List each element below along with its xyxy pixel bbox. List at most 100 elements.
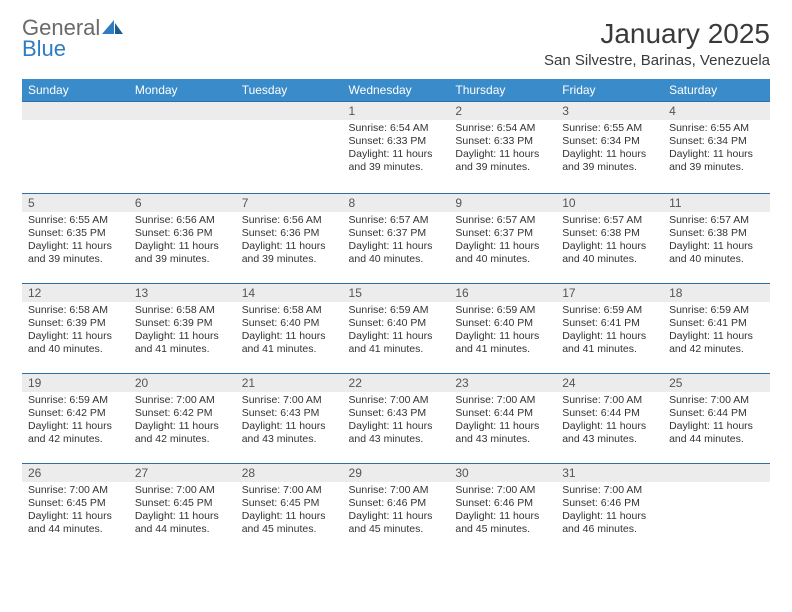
calendar-cell: 10Sunrise: 6:57 AMSunset: 6:38 PMDayligh… [556,194,663,284]
calendar-cell: 5Sunrise: 6:55 AMSunset: 6:35 PMDaylight… [22,194,129,284]
day-number: 20 [129,374,236,392]
calendar-cell: 17Sunrise: 6:59 AMSunset: 6:41 PMDayligh… [556,284,663,374]
calendar-week-row: 1Sunrise: 6:54 AMSunset: 6:33 PMDaylight… [22,102,770,194]
calendar-week-row: 12Sunrise: 6:58 AMSunset: 6:39 PMDayligh… [22,284,770,374]
day-number: 14 [236,284,343,302]
day-details: Sunrise: 7:00 AMSunset: 6:43 PMDaylight:… [343,392,450,451]
calendar-cell: 21Sunrise: 7:00 AMSunset: 6:43 PMDayligh… [236,374,343,464]
day-number: 29 [343,464,450,482]
day-details [129,120,236,126]
day-number: 12 [22,284,129,302]
day-details: Sunrise: 7:00 AMSunset: 6:46 PMDaylight:… [449,482,556,541]
day-number: 18 [663,284,770,302]
header: General Blue January 2025 San Silvestre,… [22,18,770,69]
calendar-week-row: 5Sunrise: 6:55 AMSunset: 6:35 PMDaylight… [22,194,770,284]
calendar-cell [129,102,236,194]
calendar-cell: 24Sunrise: 7:00 AMSunset: 6:44 PMDayligh… [556,374,663,464]
day-number: 5 [22,194,129,212]
day-number [129,102,236,120]
day-details: Sunrise: 7:00 AMSunset: 6:45 PMDaylight:… [236,482,343,541]
day-number [663,464,770,482]
day-details: Sunrise: 6:56 AMSunset: 6:36 PMDaylight:… [236,212,343,271]
col-sun: Sunday [22,79,129,102]
day-number: 28 [236,464,343,482]
calendar-cell: 11Sunrise: 6:57 AMSunset: 6:38 PMDayligh… [663,194,770,284]
page-title: January 2025 [544,18,770,50]
day-number: 31 [556,464,663,482]
day-details: Sunrise: 6:57 AMSunset: 6:38 PMDaylight:… [663,212,770,271]
day-number: 10 [556,194,663,212]
day-details: Sunrise: 7:00 AMSunset: 6:43 PMDaylight:… [236,392,343,451]
calendar-cell: 8Sunrise: 6:57 AMSunset: 6:37 PMDaylight… [343,194,450,284]
day-details: Sunrise: 7:00 AMSunset: 6:44 PMDaylight:… [449,392,556,451]
day-details: Sunrise: 6:57 AMSunset: 6:37 PMDaylight:… [449,212,556,271]
day-details: Sunrise: 7:00 AMSunset: 6:46 PMDaylight:… [556,482,663,541]
day-details: Sunrise: 6:55 AMSunset: 6:34 PMDaylight:… [663,120,770,179]
calendar-cell: 12Sunrise: 6:58 AMSunset: 6:39 PMDayligh… [22,284,129,374]
day-number [22,102,129,120]
title-block: January 2025 San Silvestre, Barinas, Ven… [544,18,770,69]
calendar-cell: 1Sunrise: 6:54 AMSunset: 6:33 PMDaylight… [343,102,450,194]
day-details: Sunrise: 6:55 AMSunset: 6:35 PMDaylight:… [22,212,129,271]
calendar-cell: 18Sunrise: 6:59 AMSunset: 6:41 PMDayligh… [663,284,770,374]
calendar-table: Sunday Monday Tuesday Wednesday Thursday… [22,79,770,554]
calendar-cell: 20Sunrise: 7:00 AMSunset: 6:42 PMDayligh… [129,374,236,464]
day-details [22,120,129,126]
calendar-week-row: 26Sunrise: 7:00 AMSunset: 6:45 PMDayligh… [22,464,770,554]
logo: General Blue [22,18,124,60]
logo-sail-icon [102,18,124,39]
col-wed: Wednesday [343,79,450,102]
calendar-cell: 16Sunrise: 6:59 AMSunset: 6:40 PMDayligh… [449,284,556,374]
day-number: 2 [449,102,556,120]
calendar-cell: 26Sunrise: 7:00 AMSunset: 6:45 PMDayligh… [22,464,129,554]
calendar-cell: 3Sunrise: 6:55 AMSunset: 6:34 PMDaylight… [556,102,663,194]
calendar-cell: 22Sunrise: 7:00 AMSunset: 6:43 PMDayligh… [343,374,450,464]
day-number: 11 [663,194,770,212]
day-details: Sunrise: 6:59 AMSunset: 6:41 PMDaylight:… [663,302,770,361]
calendar-cell: 19Sunrise: 6:59 AMSunset: 6:42 PMDayligh… [22,374,129,464]
day-number: 15 [343,284,450,302]
day-number: 13 [129,284,236,302]
day-details: Sunrise: 6:59 AMSunset: 6:41 PMDaylight:… [556,302,663,361]
day-details: Sunrise: 6:59 AMSunset: 6:40 PMDaylight:… [343,302,450,361]
day-number: 8 [343,194,450,212]
day-number: 24 [556,374,663,392]
calendar-cell: 7Sunrise: 6:56 AMSunset: 6:36 PMDaylight… [236,194,343,284]
day-details: Sunrise: 6:59 AMSunset: 6:42 PMDaylight:… [22,392,129,451]
calendar-cell: 6Sunrise: 6:56 AMSunset: 6:36 PMDaylight… [129,194,236,284]
day-number: 3 [556,102,663,120]
day-details: Sunrise: 7:00 AMSunset: 6:46 PMDaylight:… [343,482,450,541]
day-number: 27 [129,464,236,482]
day-details [663,482,770,488]
day-number: 23 [449,374,556,392]
calendar-cell [236,102,343,194]
col-mon: Monday [129,79,236,102]
day-number: 25 [663,374,770,392]
day-details: Sunrise: 7:00 AMSunset: 6:44 PMDaylight:… [556,392,663,451]
day-number: 19 [22,374,129,392]
day-details: Sunrise: 7:00 AMSunset: 6:45 PMDaylight:… [129,482,236,541]
calendar-cell: 28Sunrise: 7:00 AMSunset: 6:45 PMDayligh… [236,464,343,554]
calendar-cell: 29Sunrise: 7:00 AMSunset: 6:46 PMDayligh… [343,464,450,554]
day-details: Sunrise: 7:00 AMSunset: 6:45 PMDaylight:… [22,482,129,541]
day-details: Sunrise: 6:58 AMSunset: 6:39 PMDaylight:… [22,302,129,361]
location: San Silvestre, Barinas, Venezuela [544,52,770,69]
day-details: Sunrise: 7:00 AMSunset: 6:44 PMDaylight:… [663,392,770,451]
calendar-cell: 13Sunrise: 6:58 AMSunset: 6:39 PMDayligh… [129,284,236,374]
col-sat: Saturday [663,79,770,102]
day-number: 17 [556,284,663,302]
calendar-cell: 9Sunrise: 6:57 AMSunset: 6:37 PMDaylight… [449,194,556,284]
day-details: Sunrise: 6:54 AMSunset: 6:33 PMDaylight:… [449,120,556,179]
col-fri: Friday [556,79,663,102]
calendar-cell: 4Sunrise: 6:55 AMSunset: 6:34 PMDaylight… [663,102,770,194]
day-details: Sunrise: 6:59 AMSunset: 6:40 PMDaylight:… [449,302,556,361]
calendar-cell: 31Sunrise: 7:00 AMSunset: 6:46 PMDayligh… [556,464,663,554]
weekday-header-row: Sunday Monday Tuesday Wednesday Thursday… [22,79,770,102]
calendar-cell [22,102,129,194]
day-number: 6 [129,194,236,212]
day-details: Sunrise: 7:00 AMSunset: 6:42 PMDaylight:… [129,392,236,451]
day-number: 30 [449,464,556,482]
day-number: 26 [22,464,129,482]
day-number: 7 [236,194,343,212]
day-number: 16 [449,284,556,302]
